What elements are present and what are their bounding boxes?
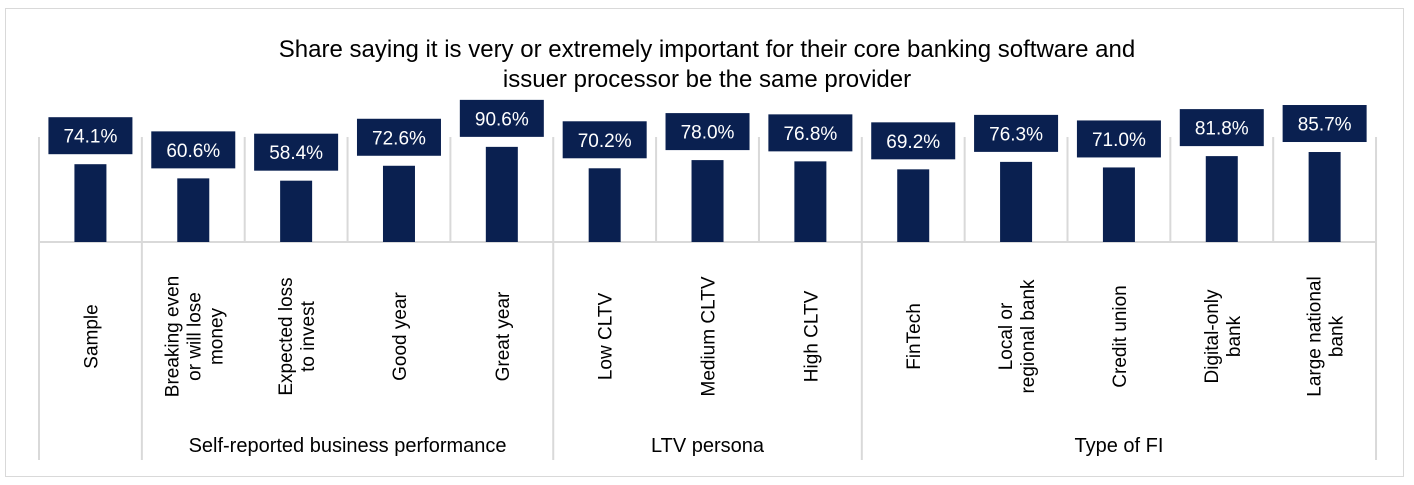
bar — [897, 169, 930, 242]
data-label-box — [768, 114, 853, 152]
bar — [794, 161, 827, 242]
data-label-box — [151, 131, 236, 169]
category-label: FinTech — [904, 303, 925, 370]
data-label: 85.7% — [1282, 105, 1367, 143]
category-label-line: Expected loss — [276, 277, 297, 395]
data-label-box — [665, 113, 750, 151]
data-label: 58.4% — [254, 133, 339, 171]
bar — [691, 160, 724, 242]
category-label-line: Medium CLTV — [699, 276, 720, 396]
category-label: Large nationalbank — [1305, 276, 1348, 396]
bar — [1000, 161, 1033, 242]
category-label: Expected lossto invest — [276, 277, 319, 395]
data-label-box — [356, 118, 441, 156]
group-label: LTV persona — [651, 435, 765, 457]
data-label-box — [254, 133, 339, 171]
bar — [1102, 167, 1135, 242]
data-label: 78.0% — [665, 113, 750, 151]
group-label: Self-reported business performance — [189, 435, 507, 457]
category-label-line: FinTech — [904, 303, 925, 370]
category-label-line: Sample — [81, 304, 102, 368]
data-label-box — [48, 117, 133, 155]
data-label: 72.6% — [356, 118, 441, 156]
category-label-line: Breaking even — [162, 276, 183, 397]
category-label: Local orregional bank — [996, 279, 1039, 394]
data-label-box — [1076, 120, 1161, 158]
category-label: Digital-onlybank — [1202, 289, 1245, 383]
data-label-text: 76.3% — [989, 124, 1043, 145]
chart-title-line-2: issuer processor be the same provider — [503, 66, 911, 93]
bar — [1205, 156, 1238, 242]
category-label-line: Great year — [493, 291, 514, 381]
category-label: Low CLTV — [596, 293, 617, 381]
data-label-text: 71.0% — [1092, 130, 1146, 151]
data-label-text: 70.2% — [578, 131, 632, 152]
data-label-text: 76.8% — [783, 124, 837, 145]
group-label: Type of FI — [1074, 435, 1163, 457]
data-label-text: 74.1% — [63, 127, 117, 148]
data-label-box — [459, 99, 544, 137]
data-label-text: 90.6% — [475, 109, 529, 130]
category-label: Sample — [81, 304, 102, 368]
category-label-line: Digital-only — [1202, 289, 1223, 383]
data-label: 90.6% — [459, 99, 544, 137]
data-label-box — [974, 114, 1059, 152]
category-label-line: Local or — [996, 302, 1017, 370]
category-label-line: regional bank — [1018, 279, 1039, 394]
bars — [74, 146, 1341, 242]
data-label-box — [1179, 109, 1264, 147]
category-label-line: Large national — [1305, 276, 1326, 396]
data-label-box — [871, 122, 956, 160]
category-label-line: money — [206, 307, 227, 365]
category-label: Good year — [390, 291, 411, 380]
data-label: 76.3% — [974, 114, 1059, 152]
bar — [74, 164, 107, 242]
category-label-line: Good year — [390, 291, 411, 380]
data-labels: 74.1% 60.6% 58.4% 72.6% 90.6% 70.2% 78.0% 76.8%… — [48, 99, 1367, 171]
category-label-line: bank — [1327, 315, 1348, 357]
category-label-line: to invest — [298, 300, 319, 371]
bar — [382, 165, 415, 242]
group-labels: Self-reported business performance LTV pe… — [189, 435, 1164, 457]
data-label: 71.0% — [1076, 120, 1161, 158]
data-label-text: 69.2% — [886, 132, 940, 153]
category-label-line: Low CLTV — [596, 293, 617, 381]
data-label-text: 60.6% — [166, 141, 220, 162]
bar — [1308, 152, 1341, 242]
bar — [485, 146, 518, 242]
data-label-text: 78.0% — [681, 123, 735, 144]
bar — [280, 180, 313, 242]
data-label: 81.8% — [1179, 109, 1264, 147]
data-label-text: 85.7% — [1298, 115, 1352, 136]
data-label-text: 81.8% — [1195, 119, 1249, 140]
category-labels: Sample Breaking evenor will losemoney Expe… — [81, 276, 1347, 397]
data-label-text: 58.4% — [269, 143, 323, 164]
chart-frame — [5, 8, 1404, 477]
category-label: Breaking evenor will losemoney — [162, 276, 227, 397]
data-label: 60.6% — [151, 131, 236, 169]
category-label: Great year — [493, 291, 514, 381]
category-label: Medium CLTV — [699, 276, 720, 396]
data-label-box — [1282, 105, 1367, 143]
category-label: Credit union — [1110, 285, 1131, 387]
data-label-text: 72.6% — [372, 128, 426, 149]
bar — [588, 168, 621, 242]
data-label: 70.2% — [562, 121, 647, 159]
category-label-line: or will lose — [184, 292, 205, 381]
category-label-line: Credit union — [1110, 285, 1131, 387]
chart-title-line-1: Share saying it is very or extremely imp… — [279, 36, 1135, 63]
data-label-box — [562, 121, 647, 159]
chart-title: Share saying it is very or extremely imp… — [279, 36, 1135, 93]
bar — [177, 178, 210, 242]
data-label: 76.8% — [768, 114, 853, 152]
category-label-line: High CLTV — [801, 290, 822, 382]
category-label-line: bank — [1224, 315, 1245, 357]
data-label: 74.1% — [48, 117, 133, 155]
data-label: 69.2% — [871, 122, 956, 160]
category-label: High CLTV — [801, 290, 822, 382]
